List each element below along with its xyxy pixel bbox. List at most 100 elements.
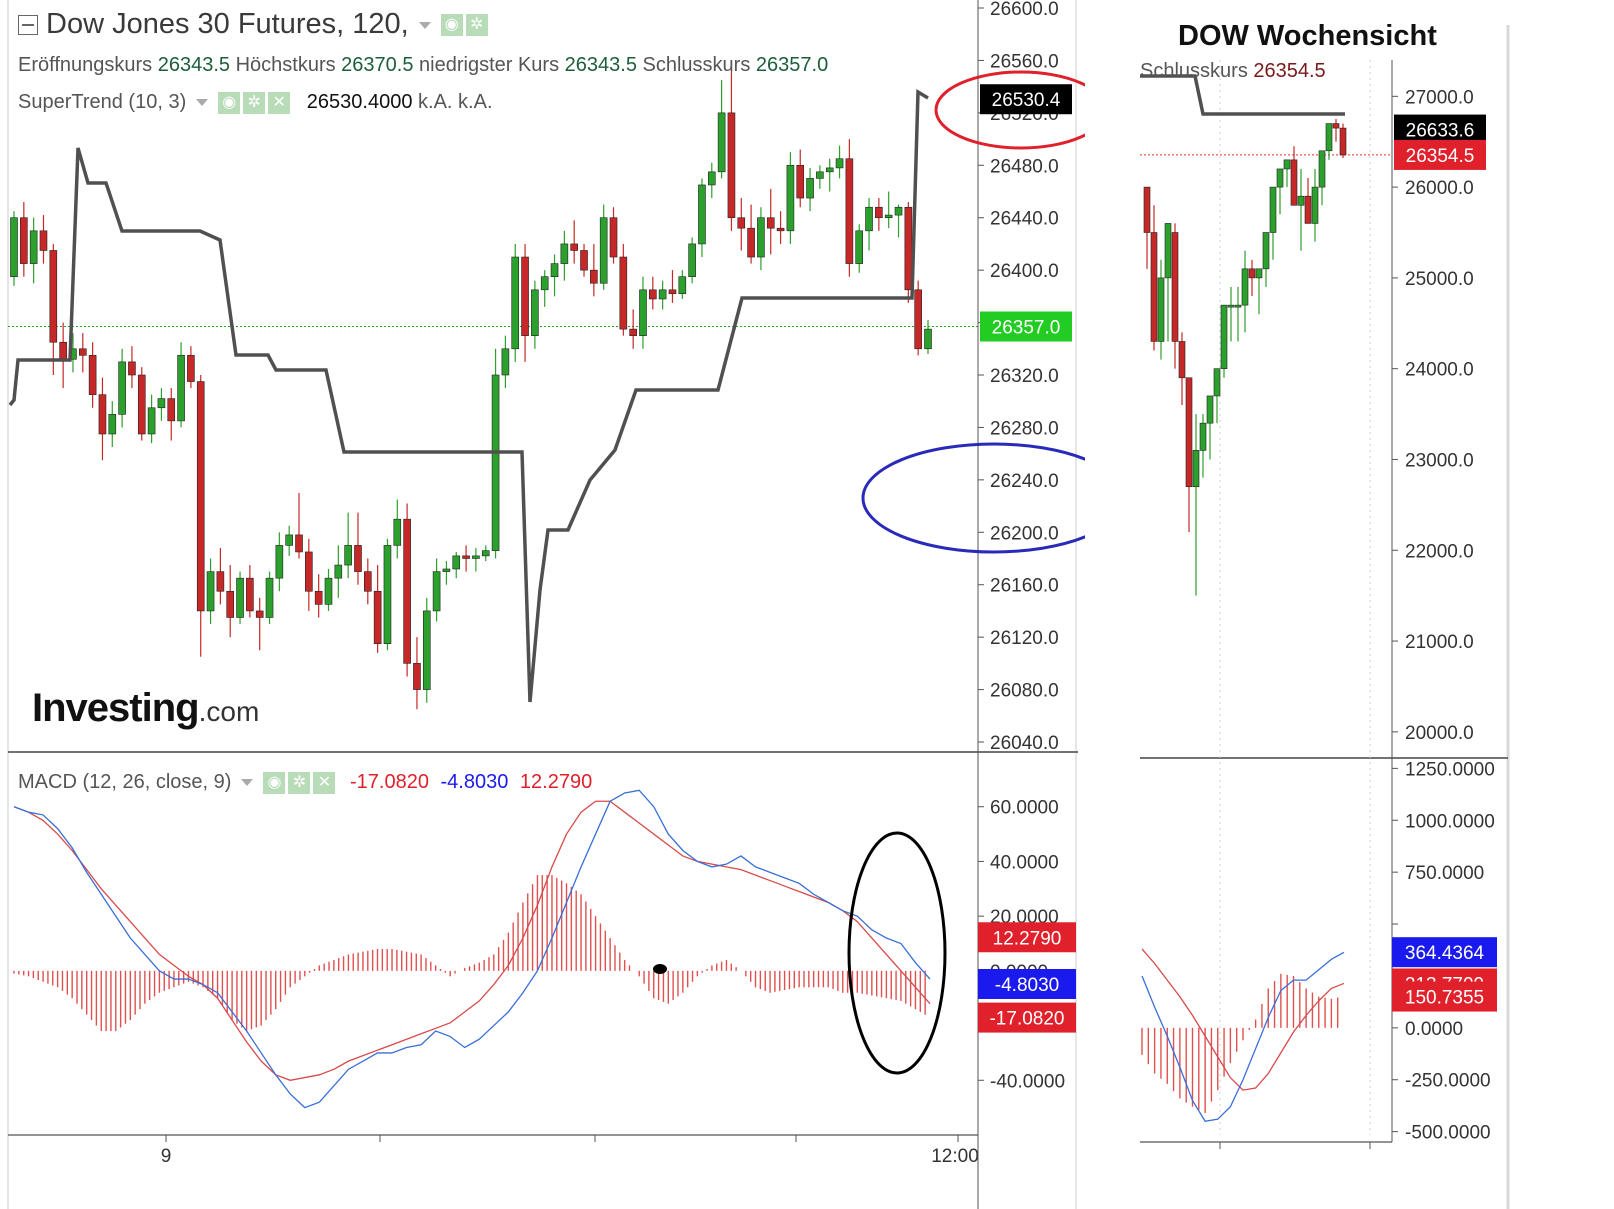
candle-body	[1255, 268, 1263, 279]
price-tag-label: 26633.6	[1406, 121, 1475, 142]
candle-body	[383, 545, 392, 644]
candle-body	[1192, 450, 1200, 488]
y-tick-label: 26320.0	[990, 366, 1059, 387]
candle-body	[275, 545, 284, 579]
candle-body	[825, 167, 834, 173]
y-tick-label: 1250.0000	[1405, 759, 1495, 780]
candle-body	[766, 217, 775, 229]
y-tick-label: -250.0000	[1405, 1071, 1491, 1092]
chart-title: Dow Jones 30 Futures, 120,	[46, 8, 409, 40]
y-tick-label: 25000.0	[1405, 269, 1474, 290]
investing-logo: Investing.com	[32, 686, 259, 731]
candle-body	[894, 206, 903, 216]
y-tick-label: 26440.0	[990, 209, 1059, 230]
price-tag-label: 364.4364	[1405, 943, 1485, 964]
candle-body	[10, 217, 18, 277]
price-tag-label: 150.7355	[1405, 988, 1484, 1009]
main-price-chart[interactable]: 26600.026560.026520.026480.026440.026400…	[0, 0, 1085, 1209]
candle-body	[1262, 232, 1270, 270]
candle-body	[924, 328, 932, 350]
y-tick-label: 26120.0	[990, 628, 1059, 649]
weekly-chart[interactable]: 27000.0 26000.0 25000.0 24000.0 23000.0 22000…	[1085, 0, 1614, 1209]
candle-body	[1206, 395, 1214, 424]
supertrend-extra: k.A.	[458, 91, 493, 113]
candle-body	[707, 171, 716, 186]
candle-body	[1332, 123, 1340, 129]
macd-line	[13, 789, 931, 1109]
weekly-close-row: Schlusskurs 26354.5	[1140, 60, 1326, 83]
close-label: Schlusskurs	[642, 54, 751, 76]
eye-icon[interactable]: ◉	[263, 771, 286, 794]
macd-value-signal: 12.2790	[519, 771, 593, 793]
candle-body	[305, 551, 313, 592]
candle-body	[20, 217, 28, 264]
y-tick-label: 26280.0	[990, 418, 1059, 439]
candle-body	[1178, 341, 1186, 379]
annotation-ellipse-black	[847, 831, 947, 1075]
candle-body	[246, 577, 254, 612]
supertrend-legend: SuperTrend (10, 3) ◉ ✲ ✕ 26530.4000 k.A. k.…	[18, 91, 493, 114]
candle-body	[639, 289, 647, 336]
chevron-down-icon[interactable]	[241, 779, 254, 787]
price-tag-label: 12.2790	[993, 928, 1062, 949]
candle-body	[29, 230, 38, 264]
candle-body	[776, 227, 785, 232]
candle-body	[167, 398, 176, 422]
candle-body	[816, 171, 824, 179]
candle-body	[540, 276, 549, 291]
candle-body	[1325, 123, 1333, 152]
y-tick-label: 26200.0	[990, 523, 1059, 544]
candle-body	[364, 571, 372, 592]
candle-body	[619, 256, 628, 330]
y-tick-label: 26400.0	[990, 261, 1059, 282]
low-value: 26343.5	[564, 54, 637, 76]
candle-body	[845, 158, 854, 264]
candle-body	[747, 227, 755, 258]
y-tick-label: 20000.0	[1405, 723, 1474, 744]
candle-body	[1318, 150, 1326, 188]
chevron-down-icon[interactable]	[418, 21, 431, 29]
supertrend-line	[8, 88, 929, 703]
eye-icon[interactable]: ◉	[440, 14, 463, 37]
candle-body	[236, 577, 244, 618]
chevron-down-icon[interactable]	[196, 99, 209, 107]
candle-body	[875, 206, 883, 219]
candle-body	[1283, 159, 1291, 170]
price-tag-label: -4.8030	[995, 975, 1059, 996]
gear-icon[interactable]: ✲	[288, 771, 311, 794]
candle-body	[1269, 186, 1277, 233]
candle-body	[324, 577, 333, 605]
candle-body	[147, 407, 156, 435]
macd-value-hist: -17.0820	[349, 771, 429, 793]
low-label: niedrigster Kurs	[419, 54, 560, 76]
candle-body	[1199, 422, 1207, 451]
candle-body	[462, 555, 470, 559]
y-tick-label: 26480.0	[990, 156, 1059, 177]
eye-icon[interactable]: ◉	[218, 91, 241, 114]
gear-icon[interactable]: ✲	[465, 14, 488, 37]
close-icon[interactable]: ✕	[268, 91, 291, 114]
price-tag-label: 26354.5	[1406, 146, 1475, 167]
price-tag	[1394, 139, 1486, 170]
candle-body	[226, 590, 235, 618]
close-icon[interactable]: ✕	[313, 771, 336, 794]
candle-body	[1241, 268, 1249, 306]
gear-icon[interactable]: ✲	[243, 91, 266, 114]
collapse-icon[interactable]	[18, 15, 38, 36]
y-tick-label: 26600.0	[990, 0, 1059, 20]
supertrend-line	[1140, 74, 1345, 116]
ohlc-row: Eröffnungskurs 26343.5 Höchstkurs 26370.…	[18, 54, 828, 77]
candle-body	[1220, 304, 1228, 369]
candle-body	[649, 289, 657, 300]
candle-body	[806, 178, 814, 199]
y-tick-label: 26560.0	[990, 51, 1059, 72]
candle-body	[1185, 377, 1193, 488]
candle-body	[590, 269, 598, 284]
candle-body	[786, 164, 795, 232]
candle-body	[108, 414, 117, 435]
candle-body	[550, 263, 559, 277]
candle-body	[757, 217, 765, 258]
candle-body	[59, 341, 67, 360]
candle-body	[796, 164, 805, 199]
supertrend-extra: k.A.	[418, 91, 453, 113]
